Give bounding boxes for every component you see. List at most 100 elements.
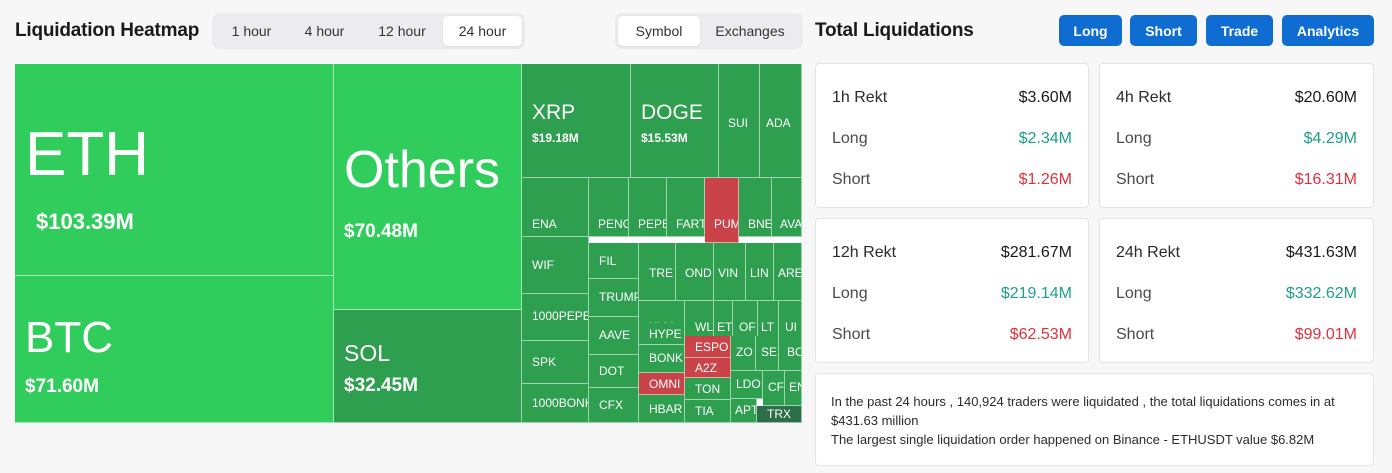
tile-symbol: A2Z	[695, 361, 718, 375]
rekt-total: $3.60M	[1018, 89, 1072, 106]
heatmap-tile-btc[interactable]: BTC $71.60M	[15, 276, 334, 423]
short-label: Short	[1116, 171, 1155, 188]
heatmap-tile-pepe[interactable]: PEPE	[629, 178, 667, 237]
tile-value: $71.60M	[25, 376, 99, 397]
timeframe-4-hour[interactable]: 4 hour	[304, 23, 345, 39]
tile-symbol: LT	[761, 320, 775, 334]
heatmap-tile-ada[interactable]: ADA	[760, 64, 802, 178]
tile-symbol: OND	[685, 266, 712, 280]
heatmap-tile-se[interactable]: SE	[756, 336, 779, 371]
heatmap-tile-apt[interactable]: APT	[731, 399, 757, 423]
rekt-card-24h: 24h Rekt $431.63M Long $332.62M Short $99.0…	[1099, 218, 1374, 363]
heatmap-tile-fart[interactable]: FART	[667, 178, 705, 237]
trade-button[interactable]: Trade	[1206, 15, 1273, 46]
heatmap-tile-omni[interactable]: OMNI	[639, 373, 685, 395]
heatmap-tile-vin[interactable]: VIN	[714, 243, 746, 301]
heatmap-tile-xrp[interactable]: XRP $19.18M	[522, 64, 631, 178]
tile-symbol: BONK	[649, 351, 684, 365]
heatmap-tile-ond[interactable]: OND	[676, 243, 714, 301]
long-amount: $332.62M	[1285, 285, 1357, 302]
tile-symbol: CF	[768, 380, 784, 394]
tile-value: $70.48M	[344, 221, 418, 242]
short-label: Short	[1116, 326, 1155, 343]
heatmap-tile-eth[interactable]: ETH $103.39M	[15, 64, 334, 276]
tile-symbol: EN	[789, 380, 801, 394]
tile-symbol: ESPO	[695, 340, 729, 354]
heatmap-tile-ton[interactable]: TON	[685, 378, 731, 400]
long-label: Long	[1116, 285, 1152, 302]
tile-symbol: SPK	[532, 355, 557, 369]
tile-symbol: WL	[695, 320, 713, 334]
tile-symbol: ARE	[778, 266, 802, 280]
heatmap-tile-others[interactable]: Others $70.48M	[334, 64, 522, 310]
short-amount: $99.01M	[1294, 326, 1357, 343]
heatmap-tile-peng[interactable]: PENG	[589, 178, 629, 237]
heatmap-tile-dot[interactable]: DOT	[589, 355, 639, 388]
heatmap-tile-doge[interactable]: DOGE $15.53M	[631, 64, 719, 178]
tile-symbol: TRE	[649, 266, 673, 280]
heatmap-tile-ena[interactable]: ENA	[522, 178, 589, 237]
heatmap-tile-bonk[interactable]: BONK	[639, 345, 685, 373]
tile-symbol: SE	[761, 345, 778, 359]
tile-symbol: PEPE	[638, 217, 667, 231]
tile-symbol: TRX	[767, 407, 791, 421]
heatmap-tile-are[interactable]: ARE	[774, 243, 802, 301]
timeframe-12-hour[interactable]: 12 hour	[378, 23, 426, 39]
tile-symbol: OMNI	[649, 377, 681, 391]
short-button[interactable]: Short	[1130, 15, 1197, 46]
view-symbol[interactable]: Symbol	[618, 16, 700, 46]
heatmap-tile-bo[interactable]: BO	[779, 336, 802, 371]
heatmap-tile-espo[interactable]: ESPO	[685, 336, 731, 358]
tile-symbol: PUM	[714, 217, 739, 231]
tile-symbol: ZO	[736, 345, 753, 359]
total-liquidations-title: Total Liquidations	[815, 20, 974, 41]
heatmap-tile-hbar[interactable]: HBAR	[639, 395, 685, 423]
heatmap-tile-ava[interactable]: AVA	[772, 178, 802, 237]
heatmap-tile-pum[interactable]: PUM	[705, 178, 739, 243]
heatmap-tile-aave[interactable]: AAVE	[589, 317, 639, 355]
timeframe-1-hour[interactable]: 1 hour	[231, 23, 272, 39]
rekt-total: $281.67M	[1000, 244, 1072, 261]
heatmap-tile-a2z[interactable]: A2Z	[685, 358, 731, 378]
tile-symbol: DOT	[599, 364, 625, 378]
heatmap-tile-bne[interactable]: BNE	[739, 178, 772, 237]
tile-symbol: 1000BONK	[532, 396, 589, 410]
heatmap-tile-ldo[interactable]: LDO	[731, 371, 763, 399]
long-amount: $4.29M	[1303, 130, 1357, 147]
tile-value: $103.39M	[36, 209, 134, 234]
heatmap-tile-1000bonk[interactable]: 1000BONK	[522, 384, 589, 423]
heatmap-tile-1000pepe[interactable]: 1000PEPE	[522, 294, 589, 341]
rekt-card-label: 24h Rekt	[1116, 244, 1181, 261]
heatmap-tile-en[interactable]: EN	[785, 371, 802, 406]
tile-symbol: FART	[676, 217, 705, 231]
heatmap-tile-lin[interactable]: LIN	[746, 243, 774, 301]
timeframe-selector: 1 hour 4 hour 12 hour 24 hour	[212, 13, 525, 49]
heatmap-tile-trump[interactable]: TRUMP	[589, 279, 639, 317]
tile-symbol: TIA	[695, 404, 714, 418]
short-amount: $1.26M	[1018, 171, 1072, 188]
heatmap-tile-tia[interactable]: TIA	[685, 400, 731, 423]
tile-symbol: ETH	[25, 120, 149, 189]
tile-value: $15.53M	[641, 131, 688, 145]
view-exchanges[interactable]: Exchanges	[715, 23, 785, 39]
heatmap-tile-wif[interactable]: WIF	[522, 237, 589, 294]
tile-symbol: LDO	[736, 377, 761, 391]
heatmap-tile-tre[interactable]: TRE	[639, 243, 676, 301]
heatmap-tile-trx[interactable]: TRX	[757, 406, 802, 423]
heatmap-tile-fil[interactable]: FIL	[589, 243, 639, 279]
heatmap-tile-sui[interactable]: SUI	[719, 64, 760, 178]
heatmap-tile-cfx[interactable]: CFX	[589, 388, 639, 423]
timeframe-24-hour[interactable]: 24 hour	[443, 16, 522, 46]
heatmap-tile-zo[interactable]: ZO	[731, 336, 756, 371]
heatmap-tile-cf[interactable]: CF	[763, 371, 785, 406]
heatmap-tile-lt[interactable]: LT	[758, 301, 779, 345]
heatmap-tile-spk[interactable]: SPK	[522, 341, 589, 384]
tile-symbol: SUI	[728, 116, 749, 130]
heatmap-tile-hype[interactable]: HYPE	[639, 323, 685, 345]
long-button[interactable]: Long	[1059, 15, 1122, 46]
tile-symbol: OF	[739, 320, 756, 334]
summary-line-1: In the past 24 hours , 140,924 traders w…	[831, 394, 1335, 428]
heatmap-tile-sol[interactable]: SOL $32.45M	[334, 310, 522, 423]
analytics-button[interactable]: Analytics	[1282, 15, 1374, 46]
tile-symbol: TRUMP	[599, 290, 639, 304]
